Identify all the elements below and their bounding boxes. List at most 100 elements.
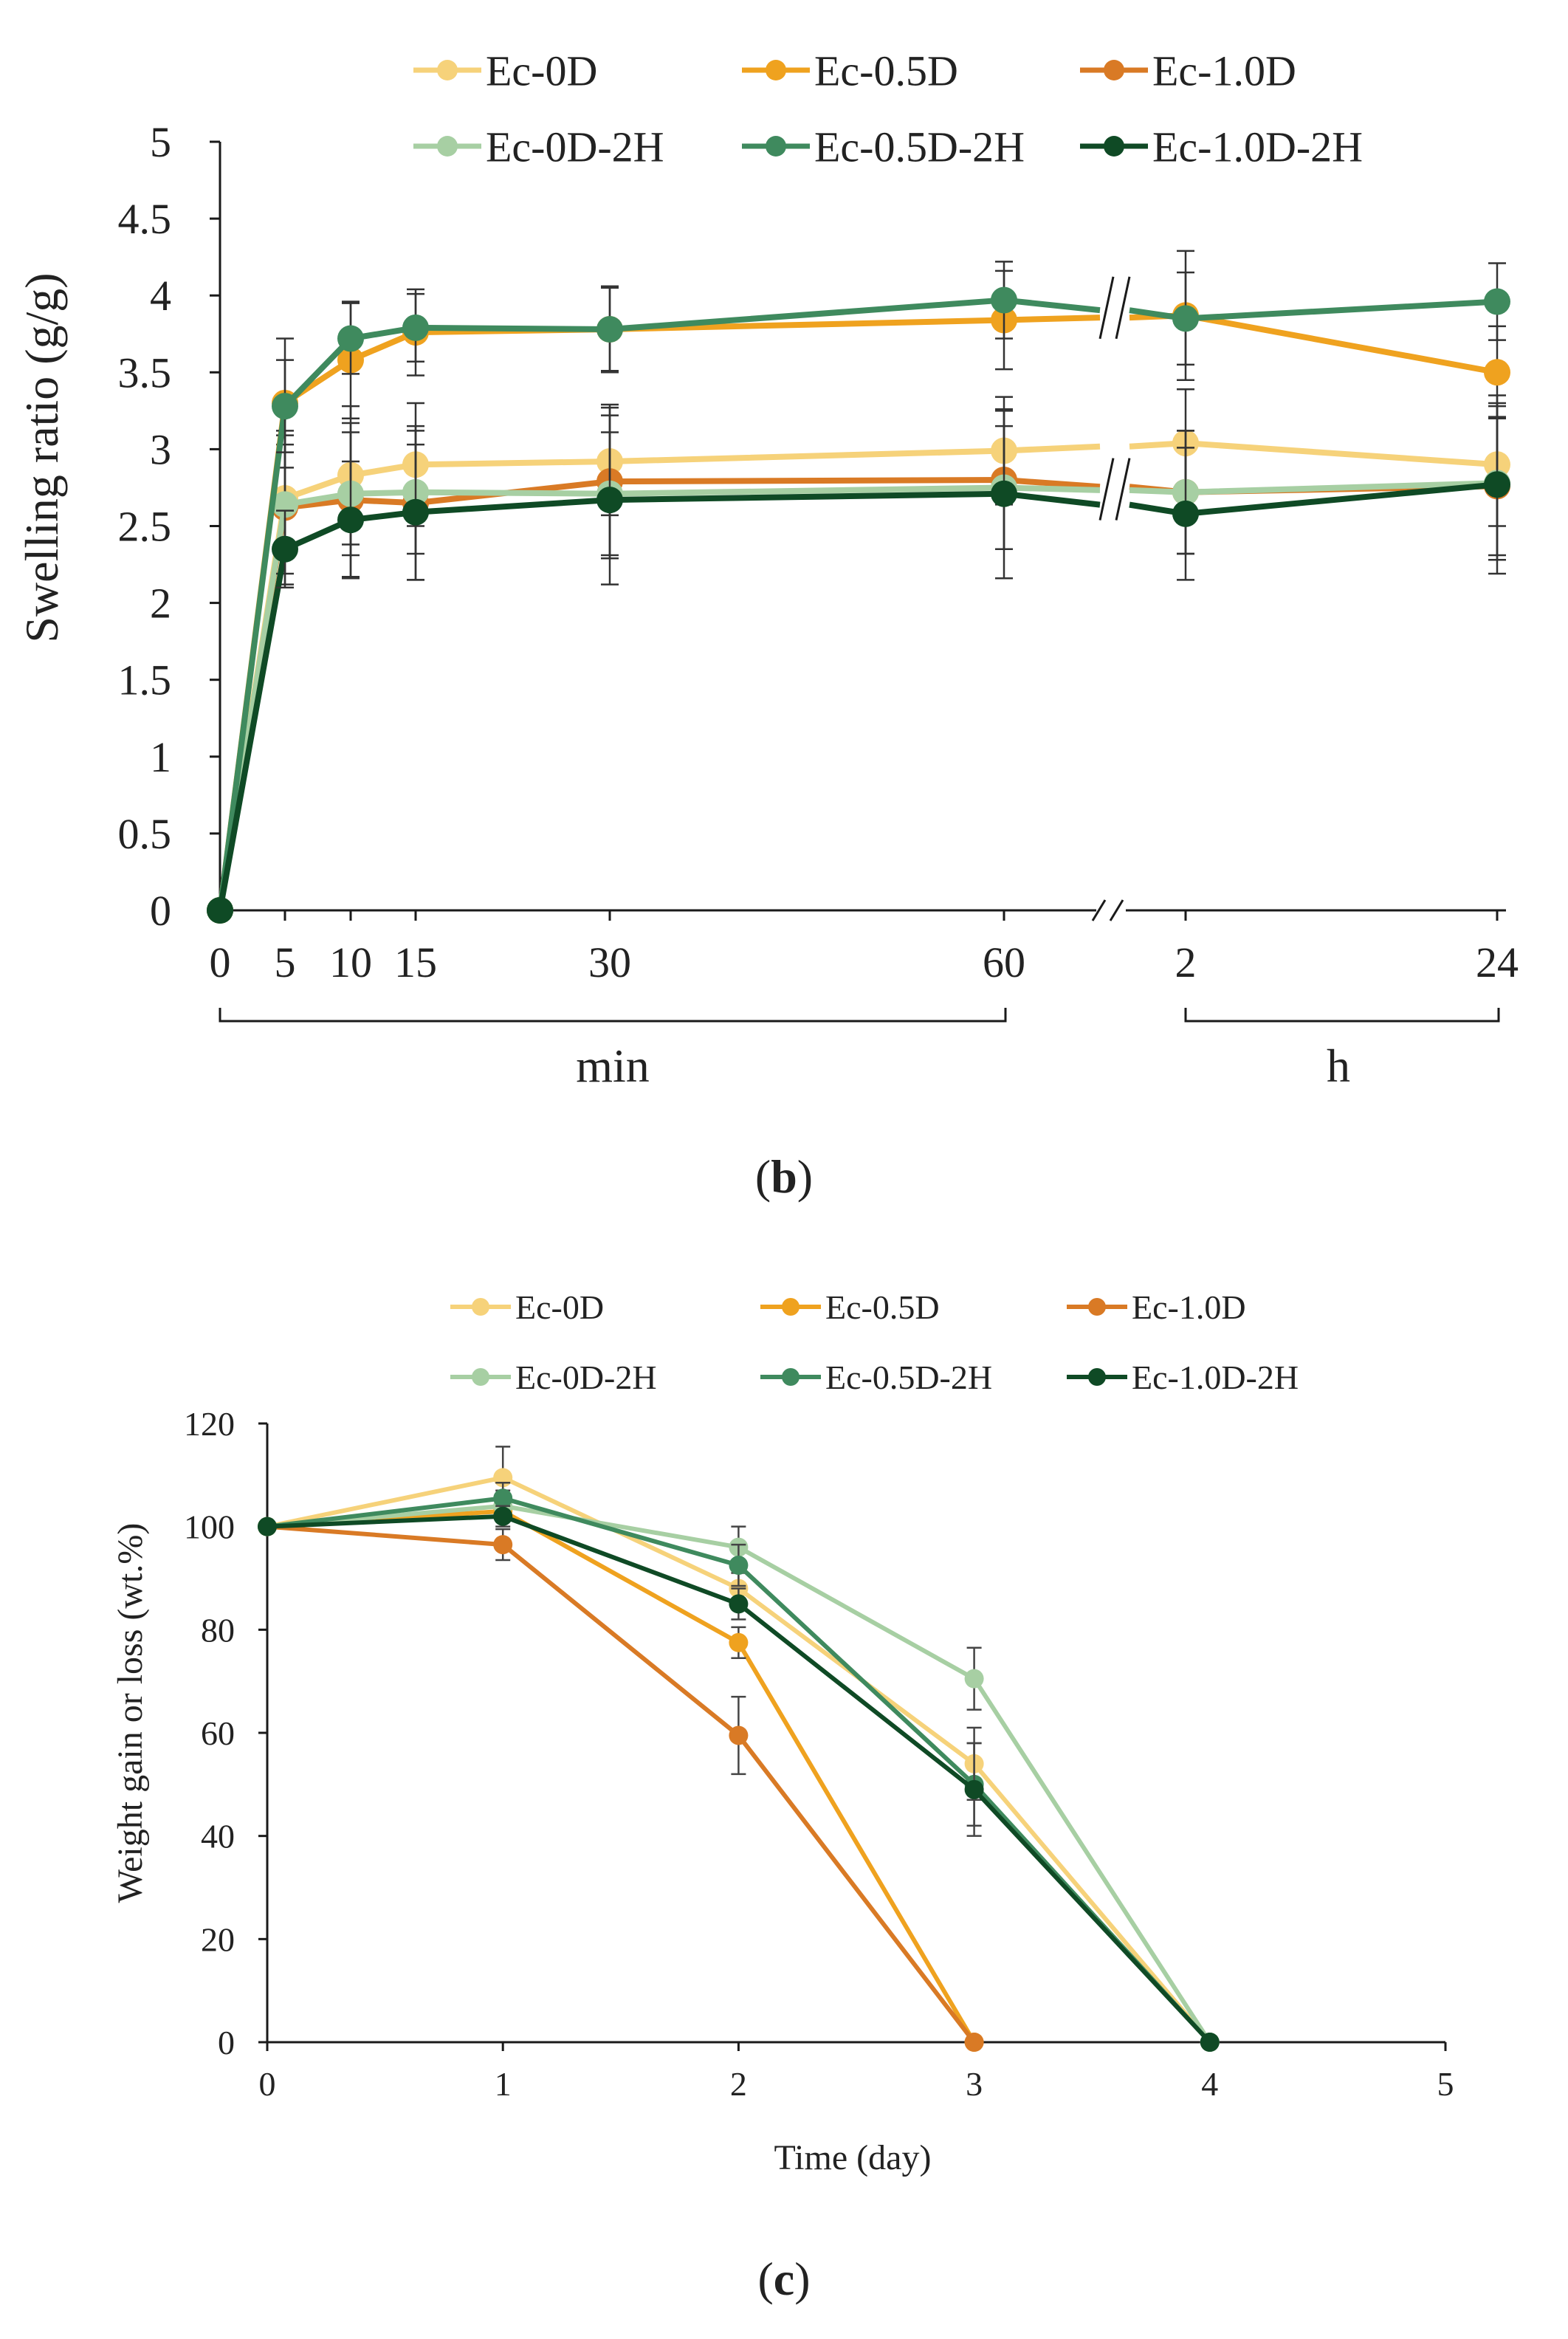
panel-c-data-point (729, 1725, 749, 1745)
panel-b-series-ec-05d-2h (207, 261, 1510, 924)
panel-c-series-line (267, 1508, 977, 2044)
panel-b-legend-marker (766, 60, 786, 80)
panel-b-y-axis-label: Swelling ratio (g/g) (16, 272, 68, 642)
panel-c-y-tick-label: 120 (184, 1405, 235, 1443)
panel-c-legend-item-ec-0d-2h: Ec-0D-2H (450, 1359, 657, 1396)
panel-c-y-axis-label: Weight gain or loss (wt.%) (111, 1523, 150, 1903)
panel-b-legend-item-ec-05d-2h: Ec-0.5D-2H (742, 123, 1025, 171)
panel-b-axis-break-mark (1109, 899, 1124, 921)
panel-b-data-point (1484, 471, 1510, 498)
panel-b-swelling-chart: Ec-0D Ec-0.5D Ec-1.0D Ec-0D-2H Ec-0.5D-2H Ec-… (16, 47, 1519, 1203)
panel-c-legend-label: Ec-0D (515, 1288, 604, 1326)
panel-b-y-tick-label: 4.5 (118, 195, 172, 243)
panel-b-series (207, 250, 1510, 924)
panel-c-y-tick-label: 80 (201, 1611, 235, 1649)
panel-c-label: (c) (757, 2253, 810, 2305)
panel-c-x-axis: 0 1 2 3 4 5 (259, 2041, 1454, 2103)
panel-c-legend-marker (472, 1298, 489, 1316)
panel-b-legend-marker (1104, 136, 1124, 157)
panel-c-x-tick-label: 1 (495, 2065, 512, 2103)
panel-b-x-groups: min h (219, 1008, 1500, 1092)
panel-b-data-point (991, 480, 1017, 507)
panel-c-series-line (267, 1524, 976, 2044)
panel-b-legend-item-ec-0d: Ec-0D (413, 47, 597, 95)
panel-c-legend-item-ec-05d: Ec-0.5D (760, 1288, 940, 1326)
panel-c-data-point (964, 1779, 984, 1799)
panel-c-y-tick-label: 60 (201, 1714, 235, 1752)
panel-b-x-tick-label: 2 (1175, 938, 1197, 986)
panel-c-y-tick-label: 20 (201, 1920, 235, 1958)
panel-b-legend-marker (1104, 60, 1124, 80)
panel-b-y-tick-label: 4 (150, 272, 171, 320)
panel-c-x-tick-label: 0 (259, 2065, 276, 2103)
panel-b-y-tick-label: 0.5 (118, 810, 172, 858)
panel-c-data-point (493, 1506, 513, 1526)
panel-c-legend-marker (1088, 1298, 1106, 1316)
panel-b-legend-label: Ec-1.0D (1152, 47, 1296, 95)
panel-b-y-tick-label: 0 (150, 887, 171, 935)
panel-b-legend-marker (437, 60, 458, 80)
panel-b-y-tick-label: 2.5 (118, 503, 172, 551)
panel-c-series-ec-05d (258, 1500, 984, 2052)
panel-b-y-tick-label: 2 (150, 580, 171, 628)
panel-b-series-ec-0d-2h (207, 405, 1510, 924)
panel-b-line-break-mark (1115, 276, 1131, 340)
panel-b-data-point (1172, 305, 1199, 332)
panel-b-data-point (596, 316, 623, 343)
panel-b-data-point (207, 897, 233, 924)
panel-c-legend-label: Ec-0D-2H (515, 1359, 657, 1396)
panel-c-data-point (729, 1556, 749, 1576)
panel-b-y-tick-label: 3.5 (118, 348, 172, 396)
panel-b-line-break-mark (1115, 458, 1131, 521)
panel-b-axis-break-mark (1091, 899, 1107, 921)
panel-c-data-point (729, 1594, 749, 1614)
panel-c-legend-label: Ec-1.0D-2H (1132, 1359, 1299, 1396)
panel-b-data-point (596, 487, 623, 514)
panel-b-data-point (1172, 500, 1199, 527)
panel-b-y-tick-label: 1.5 (118, 656, 172, 704)
panel-b-series-ec-10d (207, 403, 1510, 924)
panel-b-line-break-mark (1098, 276, 1115, 340)
panel-b-x-tick-label: 30 (588, 938, 631, 986)
panel-b-series-line (217, 490, 1101, 911)
panel-b-group-label-min: min (576, 1040, 650, 1092)
panel-c-weight-chart: Ec-0D Ec-0.5D Ec-1.0D Ec-0D-2H Ec-0.5D-2H Ec-… (111, 1288, 1454, 2305)
panel-b-x-tick-label: 0 (210, 938, 231, 986)
panel-c-legend-item-ec-10d: Ec-1.0D (1067, 1288, 1246, 1326)
panel-b-data-point (272, 535, 298, 563)
panel-c-legend-item-ec-10d-2h: Ec-1.0D-2H (1067, 1359, 1299, 1396)
panel-b-data-point (1484, 288, 1510, 315)
panel-b-legend-item-ec-10d: Ec-1.0D (1080, 47, 1296, 95)
panel-b-series-ec-10d-2h (207, 394, 1510, 924)
panel-b-y-tick-label: 1 (150, 733, 171, 781)
panel-c-data-point (1200, 2033, 1220, 2052)
panel-c-legend-item-ec-0d: Ec-0D (450, 1288, 604, 1326)
panel-c-data-point (493, 1535, 513, 1555)
panel-b-x-tick-label: 10 (329, 938, 372, 986)
panel-b-legend-label: Ec-0D (486, 47, 597, 95)
panel-c-legend-label: Ec-0.5D (825, 1288, 940, 1326)
panel-c-series-ec-10d-2h (258, 1505, 1220, 2052)
panel-b-letter: b (771, 1150, 797, 1203)
panel-c-legend-marker (472, 1368, 489, 1386)
panel-c-legend-label: Ec-0.5D-2H (825, 1359, 992, 1396)
panel-b-data-point (1484, 359, 1510, 386)
panel-c-y-axis: 0 20 40 60 80 100 120 (184, 1405, 269, 2061)
panel-b-data-point (402, 314, 429, 341)
panel-b-series-line (217, 297, 1101, 911)
panel-c-legend-label: Ec-1.0D (1132, 1288, 1246, 1326)
panel-c-series (258, 1446, 1220, 2052)
panel-c-series-ec-10d (258, 1517, 984, 2052)
panel-b-y-axis: 0 0.5 1 1.5 2 2.5 3 3.5 4 4.5 5 (118, 118, 221, 935)
panel-c-legend-item-ec-05d-2h: Ec-0.5D-2H (760, 1359, 992, 1396)
panel-b-y-tick-label: 5 (150, 118, 171, 166)
panel-b-data-point (402, 498, 429, 526)
panel-c-y-tick-label: 40 (201, 1818, 235, 1855)
panel-b-group-bracket-min (219, 1008, 1007, 1023)
panel-c-x-tick-label: 2 (730, 2065, 747, 2103)
panel-b-legend: Ec-0D Ec-0.5D Ec-1.0D Ec-0D-2H Ec-0.5D-2H Ec-… (413, 47, 1363, 171)
panel-c-data-point (493, 1488, 513, 1508)
panel-b-data-point (337, 506, 364, 534)
panel-b-group-label-h: h (1327, 1040, 1350, 1092)
panel-b-x-tick-label: 24 (1476, 938, 1519, 986)
